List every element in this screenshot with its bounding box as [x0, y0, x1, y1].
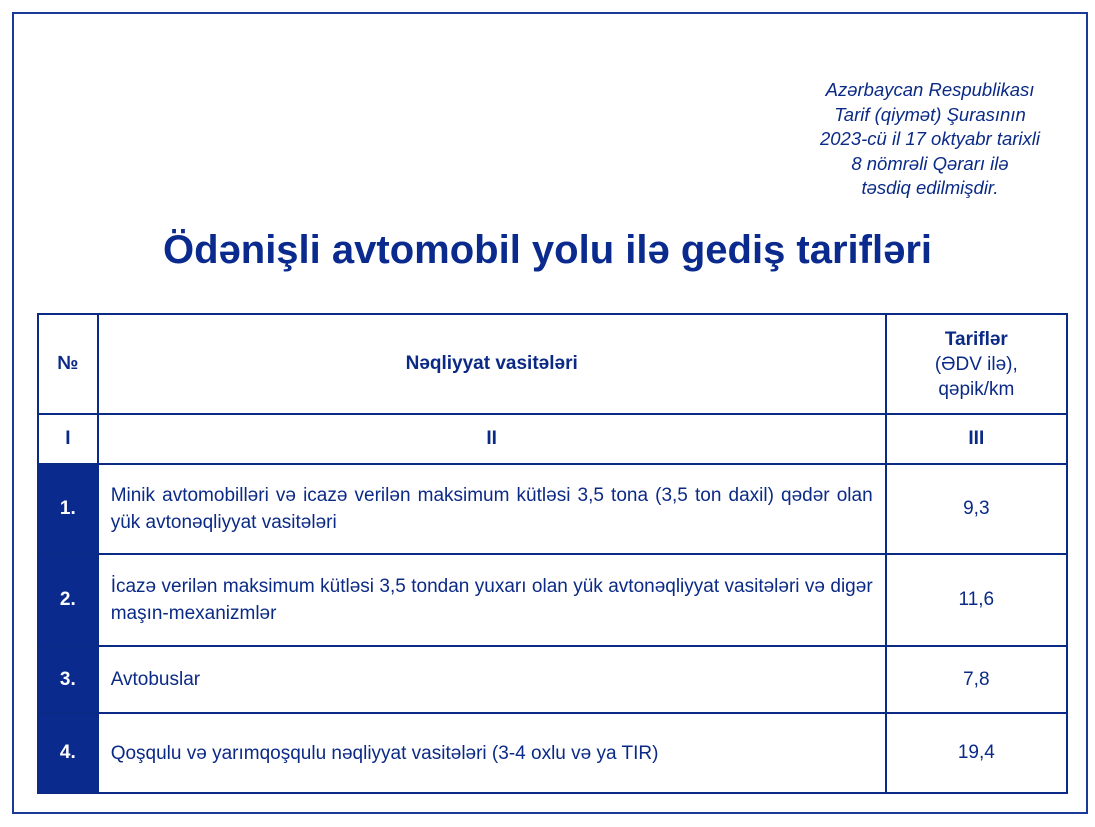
approval-line: 2023-cü il 17 oktyabr tarixli [819, 128, 1041, 149]
header-tariff: Tariflər (ƏDV ilə), qəpik/km [884, 313, 1069, 415]
row-tariff: 9,3 [884, 463, 1069, 555]
page-title: Ödənişli avtomobil yolu ilə gediş tarifl… [162, 228, 933, 272]
table-row: 1. Minik avtomobilləri və icazə verilən … [37, 463, 1069, 555]
row-number: 4. [37, 712, 99, 794]
row-tariff: 11,6 [884, 553, 1069, 647]
row-vehicle: İcazə verilən maksimum kütləsi 3,5 tonda… [96, 553, 887, 647]
page-frame [12, 12, 1088, 814]
row-vehicle: Avtobuslar [96, 645, 887, 714]
row-number: 3. [37, 645, 99, 714]
approval-note: Azərbaycan Respublikası Tarif (qiymət) Ş… [770, 78, 1090, 201]
roman-numeral-row: I II III [37, 413, 1069, 465]
table-row: 2. İcazə verilən maksimum kütləsi 3,5 to… [37, 553, 1069, 647]
approval-line: təsdiq edilmişdir. [861, 177, 999, 198]
header-row: № Nəqliyyat vasitələri Tariflər (ƏDV ilə… [37, 313, 1069, 415]
table-row: 4. Qoşqulu və yarımqoşqulu nəqliyyat vas… [37, 712, 1069, 794]
row-tariff: 7,8 [884, 645, 1069, 714]
column-numeral: II [96, 413, 887, 465]
header-tariff-vat: (ƏDV ilə), [934, 353, 1018, 375]
approval-line: Tarif (qiymət) Şurasının [834, 103, 1026, 125]
approval-line: 8 nömrəli Qərarı ilə [851, 152, 1009, 174]
column-numeral: III [884, 413, 1069, 465]
row-number: 2. [37, 553, 99, 647]
row-number: 1. [37, 463, 99, 555]
table-row: 3. Avtobuslar 7,8 [37, 645, 1069, 714]
row-tariff: 19,4 [884, 712, 1069, 794]
row-vehicle: Minik avtomobilləri və icazə verilən mak… [96, 463, 887, 555]
header-tariff-unit: qəpik/km [938, 378, 1015, 400]
column-numeral: I [37, 413, 99, 465]
approval-line: Azərbaycan Respublikası [825, 79, 1035, 100]
header-vehicles: Nəqliyyat vasitələri [96, 313, 887, 415]
row-vehicle: Qoşqulu və yarımqoşqulu nəqliyyat vasitə… [96, 712, 887, 794]
header-tariff-title: Tariflər [944, 328, 1008, 350]
header-number: № [37, 313, 99, 415]
tariff-table: № Nəqliyyat vasitələri Tariflər (ƏDV ilə… [37, 313, 1069, 794]
